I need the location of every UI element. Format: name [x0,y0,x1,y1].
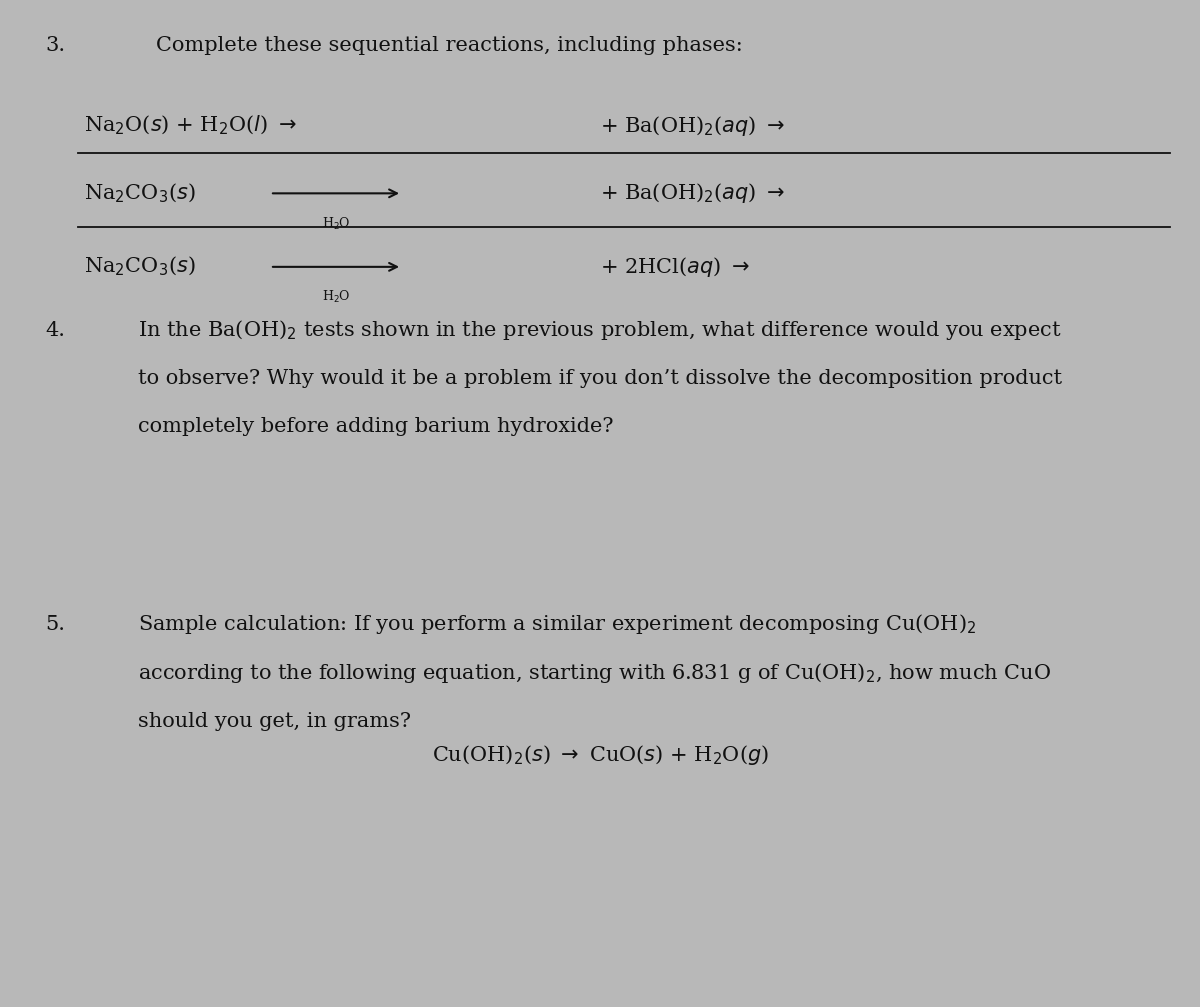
Text: + 2HCl($aq$) $\rightarrow$: + 2HCl($aq$) $\rightarrow$ [600,255,750,279]
Text: Na$_2$CO$_3$($s$): Na$_2$CO$_3$($s$) [84,255,196,279]
Text: 5.: 5. [46,615,66,633]
Text: according to the following equation, starting with 6.831 g of Cu(OH)$_2$, how mu: according to the following equation, sta… [138,661,1051,685]
Text: Cu(OH)$_2$($s$) $\rightarrow$ CuO($s$) + H$_2$O($g$): Cu(OH)$_2$($s$) $\rightarrow$ CuO($s$) +… [432,743,768,767]
Text: Complete these sequential reactions, including phases:: Complete these sequential reactions, inc… [156,36,743,54]
Text: completely before adding barium hydroxide?: completely before adding barium hydroxid… [138,418,613,436]
Text: In the Ba(OH)$_2$ tests shown in the previous problem, what difference would you: In the Ba(OH)$_2$ tests shown in the pre… [138,318,1062,342]
Text: H$_2$O: H$_2$O [322,289,350,305]
Text: 3.: 3. [46,36,66,54]
Text: + Ba(OH)$_2$($aq$) $\rightarrow$: + Ba(OH)$_2$($aq$) $\rightarrow$ [600,114,785,138]
Text: Na$_2$CO$_3$($s$): Na$_2$CO$_3$($s$) [84,181,196,205]
Text: Na$_2$O($s$) + H$_2$O($l$) $\rightarrow$: Na$_2$O($s$) + H$_2$O($l$) $\rightarrow$ [84,114,296,138]
Text: H$_2$O: H$_2$O [322,215,350,232]
Text: 4.: 4. [46,321,66,339]
Text: should you get, in grams?: should you get, in grams? [138,712,410,730]
Text: Sample calculation: If you perform a similar experiment decomposing Cu(OH)$_2$: Sample calculation: If you perform a sim… [138,612,977,636]
Text: + Ba(OH)$_2$($aq$) $\rightarrow$: + Ba(OH)$_2$($aq$) $\rightarrow$ [600,181,785,205]
Text: to observe? Why would it be a problem if you don’t dissolve the decomposition pr: to observe? Why would it be a problem if… [138,370,1062,388]
